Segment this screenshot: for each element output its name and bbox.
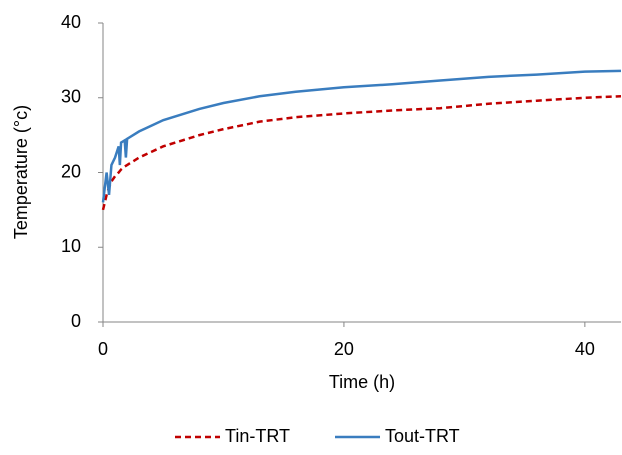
legend-label: Tin-TRT [225, 426, 290, 446]
y-tick-label: 20 [61, 161, 81, 181]
y-tick-label: 30 [61, 87, 81, 107]
x-tick-label: 0 [98, 339, 108, 359]
y-tick-label: 40 [61, 12, 81, 32]
line-series [101, 69, 622, 203]
x-tick-label: 40 [575, 339, 595, 359]
legend-label: Tout-TRT [385, 426, 460, 446]
line-series [101, 95, 622, 211]
y-tick-label: 10 [61, 236, 81, 256]
y-tick-label: 0 [71, 311, 81, 331]
x-axis-title: Time (h) [329, 372, 395, 392]
y-axis-title: Temperature (°c) [11, 105, 31, 239]
x-tick-label: 20 [334, 339, 354, 359]
